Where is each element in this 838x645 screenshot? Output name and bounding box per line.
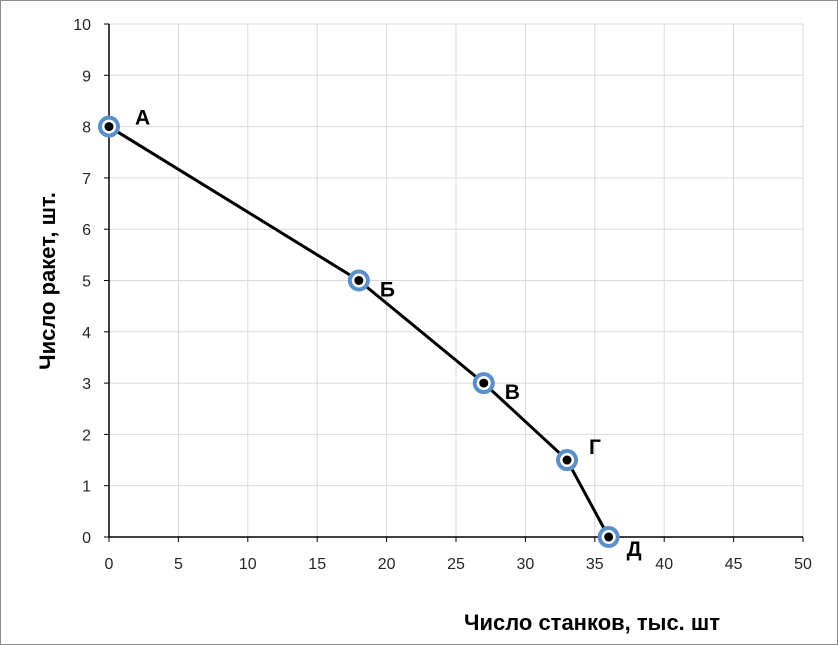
x-tick-label: 35 (586, 556, 604, 573)
data-point-center (479, 378, 489, 388)
y-tick-label: 9 (82, 68, 91, 85)
x-tick-label: 10 (239, 556, 257, 573)
point-labels: А Б В Г Д (135, 107, 642, 561)
x-tick-label: 25 (447, 556, 465, 573)
y-tick-label: 1 (82, 479, 91, 496)
data-point-center (604, 532, 614, 542)
x-tick-label: 5 (174, 556, 183, 573)
y-tick-label: 0 (82, 530, 91, 547)
y-tick-labels: 0 1 2 3 4 5 6 7 8 9 10 (73, 17, 91, 547)
x-tick-label: 30 (517, 556, 535, 573)
y-tick-label: 10 (73, 17, 91, 34)
data-point-center (104, 122, 114, 132)
y-tick-label: 4 (82, 325, 91, 342)
y-axis-title: Число ракет, шт. (35, 192, 60, 370)
markers (98, 115, 620, 548)
data-point-center (354, 276, 364, 285)
x-tick-label: 0 (105, 556, 114, 573)
point-label: Г (589, 436, 601, 459)
y-tick-label: 6 (82, 222, 91, 239)
x-tick-label: 45 (725, 556, 743, 573)
y-tick-label: 3 (82, 376, 91, 393)
y-tick-label: 7 (82, 171, 91, 188)
axes (104, 23, 804, 542)
data-point-center (562, 455, 572, 465)
point-label: Б (380, 279, 395, 302)
x-tick-labels: 0 5 10 15 20 25 30 35 40 45 50 (105, 556, 812, 573)
grid (109, 23, 804, 537)
y-tick-label: 8 (82, 120, 91, 137)
point-label: А (135, 107, 150, 130)
x-tick-label: 15 (308, 556, 326, 573)
x-tick-label: 50 (794, 556, 812, 573)
x-tick-label: 40 (655, 556, 673, 573)
y-tick-label: 2 (82, 427, 91, 444)
point-label: Д (627, 538, 642, 561)
y-tick-label: 5 (82, 274, 91, 291)
point-label: В (505, 381, 520, 404)
x-axis-title: Число станков, тыс. шт (464, 610, 720, 635)
x-tick-label: 20 (378, 556, 396, 573)
